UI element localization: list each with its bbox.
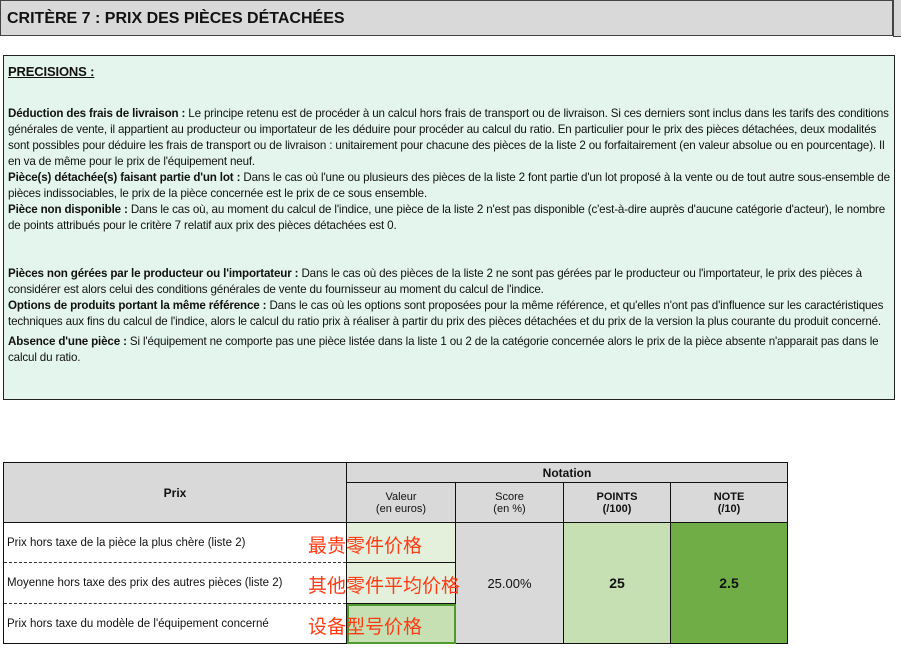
col-label: Valeur xyxy=(385,490,417,503)
precision-item: Pièce non disponible : Dans le cas où, a… xyxy=(8,202,890,234)
col-score: Score (en %) xyxy=(455,482,564,523)
row-label: Prix hors taxe du modèle de l'équipement… xyxy=(3,603,422,644)
col-points: POINTS (/100) xyxy=(563,482,671,523)
item-body: Dans le cas où des pièces de la liste 2 … xyxy=(8,267,862,296)
value-input[interactable] xyxy=(346,562,456,604)
item-body: Dans le cas où l'une ou plusieurs des pi… xyxy=(8,171,890,200)
header-cell[interactable] xyxy=(893,0,901,37)
notation-header: Notation xyxy=(346,462,788,483)
table-row: Prix hors taxe du modèle de l'équipement… xyxy=(3,603,788,644)
precisions-heading: PRECISIONS : xyxy=(8,64,95,79)
precision-item: Pièce(s) détachée(s) faisant partie d'un… xyxy=(8,170,890,202)
item-title: Pièce(s) détachée(s) faisant partie d'un… xyxy=(8,171,241,184)
annotation: 设备型号价格 xyxy=(308,617,423,638)
row-label: Moyenne hors taxe des prix des autres pi… xyxy=(3,562,460,604)
price-table: Prix Notation Valeur (en euros) Score (en … xyxy=(3,462,788,644)
col-label: POINTS xyxy=(596,490,638,503)
precisions-box: PRECISIONS : Déduction des frais de livr… xyxy=(3,55,895,400)
precision-item: Déduction des frais de livraison : Le pr… xyxy=(8,106,890,170)
col-valeur: Valeur (en euros) xyxy=(346,482,456,523)
precision-item: Pièces non gérées par le producteur ou l… xyxy=(8,266,890,298)
prix-header: Prix xyxy=(3,462,347,523)
row-label: Prix hors taxe de la pièce la plus chère… xyxy=(3,522,422,563)
col-label: NOTE xyxy=(713,490,745,503)
annotation: 最贵零件价格 xyxy=(308,536,423,557)
precision-item: Absence d'une pièce : Si l'équipement ne… xyxy=(8,334,890,366)
page-title: CRITÈRE 7 : PRIX DES PIÈCES DÉTACHÉES xyxy=(0,0,893,36)
col-label: Score xyxy=(495,490,524,503)
points-cell: 25 xyxy=(563,522,671,644)
table-row: Prix hors taxe de la pièce la plus chère… xyxy=(3,522,788,644)
item-body: Si l'équipement ne comporte pas une pièc… xyxy=(8,335,879,364)
col-unit: (en %) xyxy=(493,502,526,515)
annotation: 其他零件平均价格 xyxy=(308,576,461,597)
item-title: Déduction des frais de livraison : xyxy=(8,107,186,120)
note-cell: 2.5 xyxy=(670,522,788,644)
item-body: Dans le cas où, au moment du calcul de l… xyxy=(8,203,886,232)
value-input-selected[interactable] xyxy=(346,603,456,644)
col-note: NOTE (/10) xyxy=(670,482,788,523)
row-label-text: Prix hors taxe du modèle de l'équipement… xyxy=(7,617,269,630)
item-title: Absence d'une pièce : xyxy=(8,335,127,348)
row-label-text: Prix hors taxe de la pièce la plus chère… xyxy=(7,536,246,549)
item-title: Pièce non disponible : xyxy=(8,203,128,216)
col-unit: (en euros) xyxy=(375,502,427,515)
value-input[interactable] xyxy=(346,522,456,563)
precision-item: Options de produits portant la même réfé… xyxy=(8,298,890,330)
score-cell: 25.00% xyxy=(455,522,564,644)
table-row: Moyenne hors taxe des prix des autres pi… xyxy=(3,562,788,604)
col-unit: (/100) xyxy=(602,502,632,515)
item-title: Options de produits portant la même réfé… xyxy=(8,299,267,312)
row-label-text: Moyenne hors taxe des prix des autres pi… xyxy=(7,577,283,589)
col-unit: (/10) xyxy=(717,502,741,515)
item-title: Pièces non gérées par le producteur ou l… xyxy=(8,267,299,280)
item-body: Dans le cas où les options sont proposée… xyxy=(8,299,884,328)
item-body: Le principe retenu est de procéder à un … xyxy=(8,107,889,168)
